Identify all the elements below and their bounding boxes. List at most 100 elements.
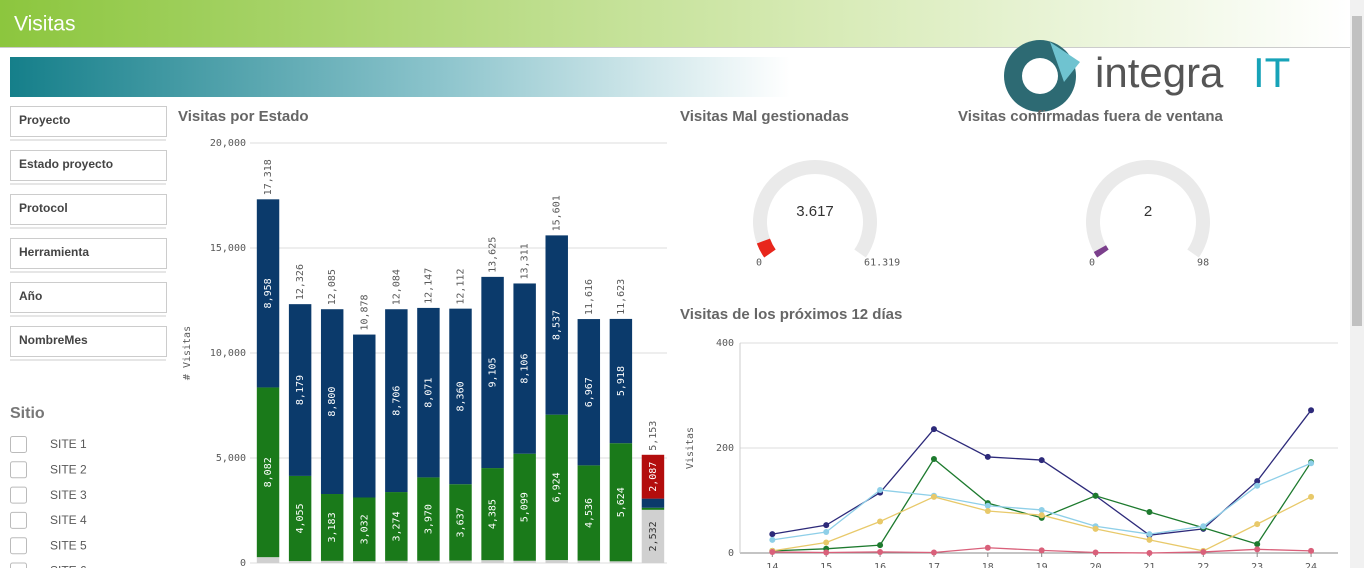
segment-label: 3,274 (391, 511, 402, 541)
filter-label[interactable]: NombreMes (19, 333, 88, 347)
total-label: 11,623 (616, 279, 627, 315)
site-option[interactable]: SITE 4 (50, 513, 87, 527)
checkbox[interactable] (10, 511, 27, 529)
site-option[interactable]: SITE 5 (50, 538, 87, 552)
segment-label: 2,087 (648, 462, 659, 492)
line-point (1146, 550, 1153, 556)
site-option[interactable]: SITE 6 (50, 564, 87, 573)
segment-label: 5,918 (616, 366, 627, 396)
bar-segment (288, 561, 312, 563)
bar-segment (609, 318, 633, 444)
filter-label[interactable]: Año (19, 289, 42, 303)
line-point (1254, 546, 1261, 553)
y-tick-label: 400 (716, 338, 734, 349)
site-option[interactable]: SITE 1 (50, 437, 87, 451)
total-label: 12,085 (327, 269, 338, 305)
y-axis-label: Visitas (685, 427, 696, 469)
segment-label: 8,958 (263, 278, 274, 308)
total-label: 10,878 (359, 294, 370, 330)
line-point (930, 426, 937, 433)
checkbox[interactable] (10, 436, 27, 453)
checkbox[interactable] (10, 537, 27, 555)
filter-label[interactable]: Herramienta (19, 245, 89, 259)
gauge-value-label: 2 (1144, 203, 1152, 220)
filter-box[interactable] (10, 106, 167, 137)
line-point (1038, 512, 1045, 519)
bar-segment (577, 560, 601, 563)
filter-box[interactable] (10, 238, 167, 269)
line-point (930, 549, 937, 556)
filter-box[interactable] (10, 194, 167, 225)
line-point (984, 453, 991, 460)
bar-segment (288, 475, 312, 562)
segment-label: 6,967 (584, 377, 595, 407)
logo-hole (1022, 58, 1058, 94)
segment-label: 3,183 (327, 512, 338, 542)
bar-segment (449, 308, 472, 485)
bar-segment (288, 304, 312, 476)
gauge-track (1086, 160, 1210, 258)
gauge-value (756, 238, 776, 258)
gauge-max-label: 61.319 (864, 258, 900, 269)
filter-box[interactable] (10, 150, 167, 181)
scrollbar-thumb[interactable] (1352, 16, 1362, 326)
line-point (877, 548, 884, 555)
bar-segment (417, 307, 440, 478)
bar-segment (513, 283, 536, 454)
filter-box[interactable] (10, 282, 167, 313)
segment-label: 8,537 (552, 310, 563, 340)
bar-segment (385, 492, 408, 561)
filter-label[interactable]: Proyecto (19, 113, 70, 127)
segment-label: 8,360 (456, 381, 467, 411)
y-tick-label: 0 (240, 558, 246, 568)
bar-segment (513, 560, 536, 563)
bar-segment (256, 199, 280, 388)
filter-label[interactable]: Estado proyecto (19, 157, 113, 171)
site-option[interactable]: SITE 2 (50, 462, 87, 476)
line-point (1308, 407, 1315, 414)
segment-label: 8,071 (423, 378, 434, 408)
bar-segment (385, 309, 408, 493)
bar-segment (353, 334, 376, 498)
segment-label: 8,706 (391, 386, 402, 416)
segment-label: 4,536 (584, 498, 595, 528)
line-point (1038, 547, 1045, 554)
bar-segment (481, 560, 504, 563)
segment-label: 4,055 (295, 503, 306, 533)
segment-label: 6,924 (552, 472, 563, 502)
checkbox[interactable] (10, 486, 27, 504)
bar-segment (641, 509, 665, 563)
bar-segment (577, 319, 601, 466)
bar-segment (577, 465, 601, 561)
chart-title: Visitas confirmadas fuera de ventana (958, 108, 1223, 125)
y-tick-label: 200 (716, 443, 734, 454)
x-tick-label: 22 (1197, 562, 1209, 568)
line-point (1092, 549, 1099, 556)
bar-segment (609, 443, 633, 562)
gauge-value (1093, 245, 1109, 258)
checkbox[interactable] (10, 461, 27, 479)
total-label: 13,625 (488, 237, 499, 273)
checkbox[interactable] (10, 562, 27, 573)
filter-label[interactable]: Protocol (19, 201, 68, 215)
bar-segment (353, 497, 376, 562)
filter-box[interactable] (10, 326, 167, 357)
bar-segment (545, 235, 568, 415)
line-point (1254, 482, 1261, 489)
logo-accent (1050, 42, 1080, 82)
line-point (1200, 548, 1207, 555)
total-label: 12,112 (456, 269, 467, 305)
site-option[interactable]: SITE 3 (50, 488, 87, 502)
line-point (1308, 493, 1315, 500)
x-tick-label: 16 (874, 562, 886, 568)
total-label: 15,601 (552, 195, 563, 231)
gauge-min-label: 0 (1089, 258, 1095, 269)
chart-title: Visitas Mal gestionadas (680, 108, 849, 125)
line-point (930, 493, 937, 500)
line-point (984, 508, 991, 514)
line-point (1146, 509, 1153, 516)
y-tick-label: 15,000 (210, 243, 246, 254)
line-point (769, 531, 776, 538)
segment-label: 8,179 (295, 375, 306, 405)
bar-segment (385, 560, 408, 563)
